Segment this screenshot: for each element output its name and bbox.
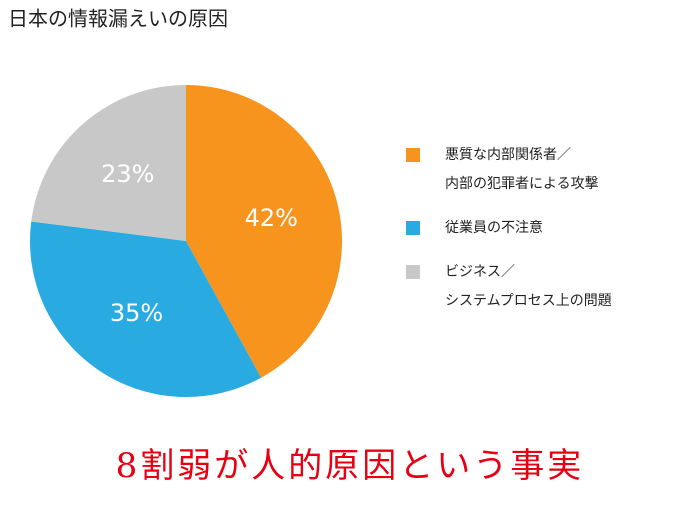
pie-slice xyxy=(186,85,342,378)
legend-label: 従業員の不注意 xyxy=(445,219,543,236)
value-label: 35% xyxy=(110,299,163,327)
pie-slice xyxy=(29,221,262,397)
value-label: 23% xyxy=(101,160,154,188)
pie-slice xyxy=(31,85,187,241)
legend-swatch xyxy=(406,221,420,235)
legend-label: 悪質な内部関係者／ xyxy=(445,147,571,163)
annotation: 8割弱が人的原因という事実 xyxy=(116,446,585,486)
chart-title: 日本の情報漏えいの原因 xyxy=(8,7,228,31)
value-label: 42% xyxy=(245,204,298,232)
legend-swatch xyxy=(406,265,420,279)
legend-label: 内部の犯罪者による攻撃 xyxy=(445,176,599,192)
legend-label: システムプロセス上の問題 xyxy=(445,293,612,309)
legend-swatch xyxy=(406,148,420,162)
legend-label: ビジネス／ xyxy=(445,264,515,280)
